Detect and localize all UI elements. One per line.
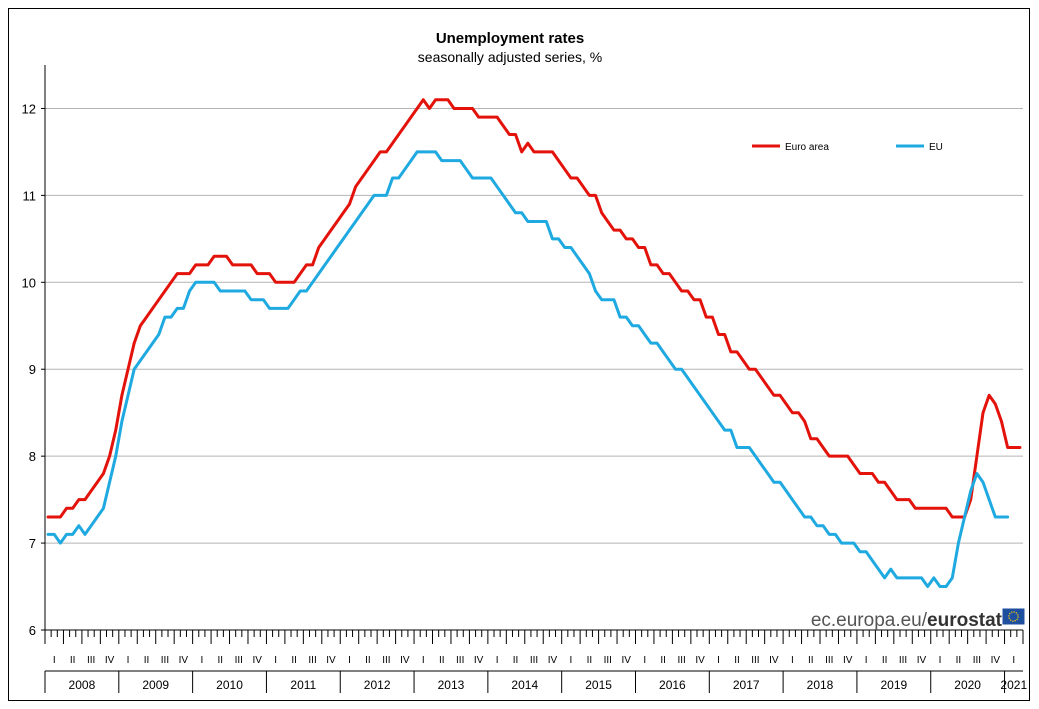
quarter-label: IV: [252, 655, 262, 666]
branding-name: eurostat: [927, 610, 1003, 631]
quarter-label: IV: [991, 655, 1001, 666]
quarter-label: II: [956, 655, 962, 666]
legend: Euro area EU: [752, 142, 943, 153]
quarter-label: I: [865, 655, 868, 666]
year-label: 2011: [290, 678, 316, 692]
quarter-label: IV: [548, 655, 558, 666]
eu-flag-icon: [1002, 608, 1025, 625]
quarter-label: I: [200, 655, 203, 666]
quarter-label: I: [348, 655, 351, 666]
quarter-label: IV: [622, 655, 632, 666]
quarter-label: III: [530, 655, 538, 666]
unemployment-chart: Unemployment rates seasonally adjusted s…: [22, 30, 1027, 693]
quarter-label: III: [161, 655, 169, 666]
quarter-label: IV: [769, 655, 779, 666]
quarter-label: I: [939, 655, 942, 666]
year-label: 2021: [1000, 678, 1027, 692]
quarter-label: III: [677, 655, 685, 666]
series-line-eu: [46, 150, 1010, 589]
eurostat-branding: ec.europa.eu/eurostat: [811, 608, 1025, 631]
y-tick-label: 11: [23, 188, 37, 203]
legend-label-euro-area: Euro area: [785, 142, 829, 153]
quarter-label: III: [456, 655, 464, 666]
quarter-label: III: [899, 655, 907, 666]
quarter-label: II: [439, 655, 445, 666]
quarter-label: II: [291, 655, 297, 666]
year-label: 2020: [954, 678, 981, 692]
quarter-label: IV: [917, 655, 927, 666]
branding-text: ec.europa.eu/eurostat: [811, 610, 1003, 631]
quarter-label: II: [218, 655, 224, 666]
chart-title: Unemployment rates: [436, 30, 584, 47]
quarter-label: IV: [400, 655, 410, 666]
quarter-label: III: [973, 655, 981, 666]
quarter-label: III: [87, 655, 95, 666]
quarter-label: IV: [695, 655, 705, 666]
quarter-label: I: [1012, 655, 1015, 666]
year-label: 2014: [511, 678, 538, 692]
y-tick-label: 12: [22, 101, 36, 116]
quarter-label: II: [70, 655, 76, 666]
axes: [44, 65, 1023, 631]
quarter-label: II: [882, 655, 888, 666]
year-label: 2013: [438, 678, 465, 692]
quarter-label: IV: [105, 655, 115, 666]
quarter-label: II: [734, 655, 740, 666]
quarter-label: III: [825, 655, 833, 666]
year-label: 2009: [142, 678, 169, 692]
year-label: 2016: [659, 678, 686, 692]
y-tick-label: 8: [29, 449, 36, 464]
quarter-label: I: [570, 655, 573, 666]
year-label: 2015: [585, 678, 612, 692]
year-label: 2008: [69, 678, 96, 692]
quarter-label: II: [808, 655, 814, 666]
quarter-label: I: [496, 655, 499, 666]
year-label: 2017: [733, 678, 760, 692]
quarter-label: I: [127, 655, 130, 666]
quarter-label: III: [235, 655, 243, 666]
quarter-label: III: [308, 655, 316, 666]
y-tick-label: 6: [29, 623, 36, 638]
quarter-label: II: [144, 655, 150, 666]
chart-subtitle: seasonally adjusted series, %: [418, 49, 602, 65]
year-label: 2019: [880, 678, 907, 692]
quarter-label: III: [751, 655, 759, 666]
x-axis: I II III IV I II III IV I II III IV I II III IV I II III IV…: [44, 630, 1027, 693]
quarter-label: I: [422, 655, 425, 666]
year-label: 2010: [216, 678, 243, 692]
quarter-label: IV: [326, 655, 336, 666]
quarter-label: I: [717, 655, 720, 666]
series-line-euro-area: [46, 98, 1022, 519]
year-label: 2012: [364, 678, 391, 692]
quarter-label: IV: [179, 655, 189, 666]
quarter-label: III: [382, 655, 390, 666]
quarter-label: I: [643, 655, 646, 666]
quarter-label: IV: [474, 655, 484, 666]
quarter-label: IV: [843, 655, 853, 666]
quarter-label: II: [365, 655, 371, 666]
y-tick-label: 7: [29, 536, 36, 551]
quarter-label: III: [604, 655, 612, 666]
chart-frame: Unemployment rates seasonally adjusted s…: [8, 8, 1030, 701]
legend-label-eu: EU: [929, 142, 943, 153]
branding-url: ec.europa.eu/: [811, 610, 928, 631]
y-tick-label: 9: [29, 362, 36, 377]
quarter-label: I: [53, 655, 56, 666]
year-label: 2018: [807, 678, 834, 692]
series-lines: [46, 98, 1022, 589]
quarter-label: I: [791, 655, 794, 666]
quarter-label: I: [274, 655, 277, 666]
quarter-label: II: [660, 655, 666, 666]
y-tick-label: 10: [22, 275, 36, 290]
y-axis-ticks: 6 7 8 9 10 11 12: [22, 101, 45, 638]
quarter-label: II: [513, 655, 519, 666]
quarter-label: II: [587, 655, 593, 666]
